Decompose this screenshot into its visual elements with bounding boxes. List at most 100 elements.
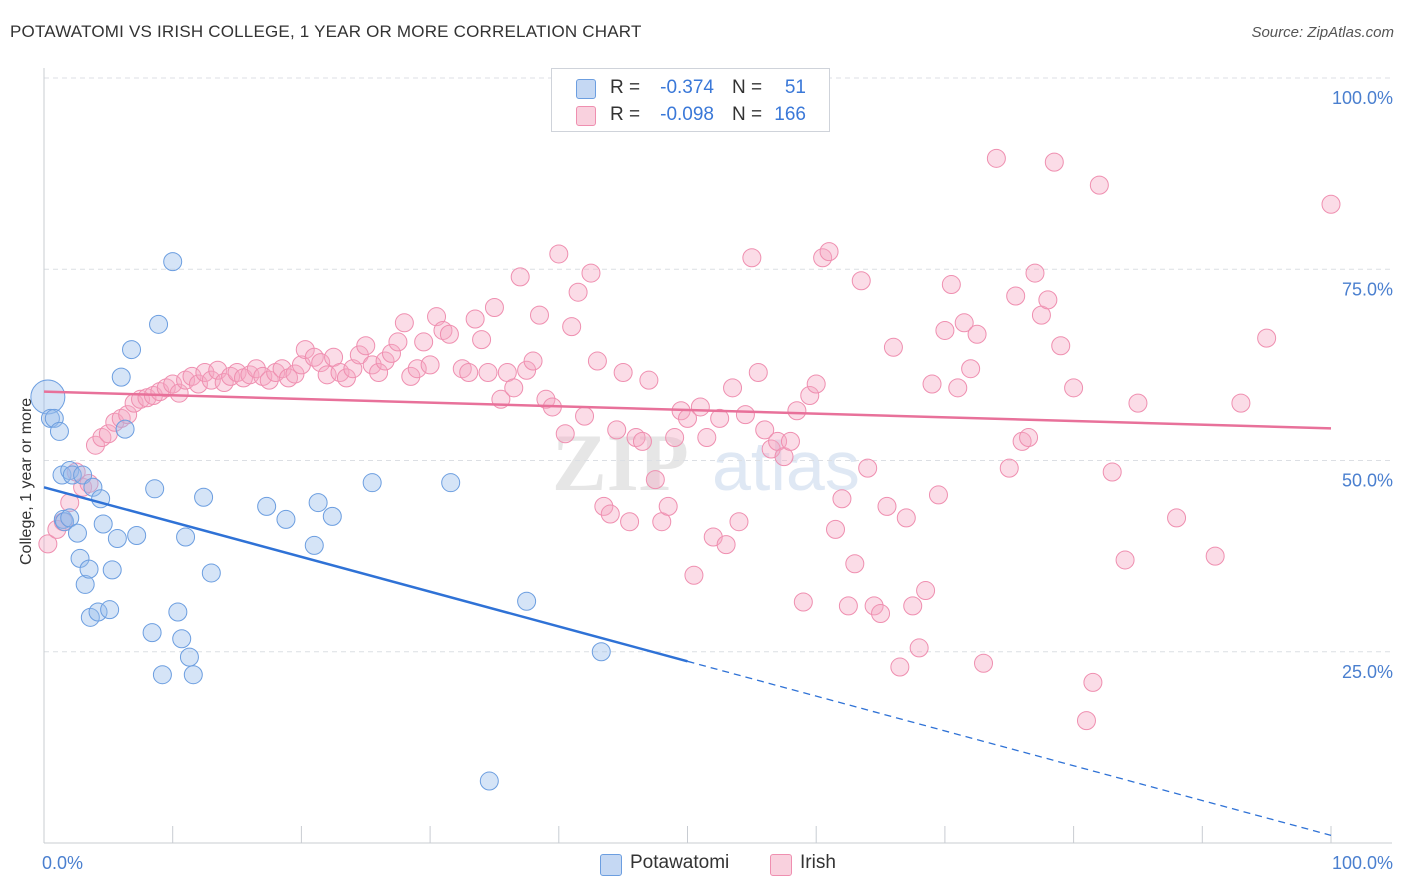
irish-point	[793, 592, 813, 612]
axes	[43, 68, 1392, 844]
irish-point	[1051, 336, 1071, 356]
irish-point	[684, 565, 704, 585]
potawatomi-point	[88, 602, 108, 622]
irish-point	[1038, 290, 1058, 310]
r-value: -0.098	[660, 104, 714, 125]
y-tick-label: 50.0%	[1342, 471, 1393, 491]
potawatomi-point	[75, 574, 95, 594]
irish-point	[716, 535, 736, 555]
irish-point	[568, 282, 588, 302]
n-label: N =	[732, 104, 763, 125]
irish-point	[961, 359, 981, 379]
irish-point	[890, 657, 910, 677]
potawatomi-point	[122, 340, 142, 360]
irish-point	[832, 489, 852, 509]
irish-point	[883, 337, 903, 357]
irish-point	[1205, 546, 1225, 566]
potawatomi-trend-extension	[687, 660, 1332, 836]
irish-point	[472, 330, 492, 350]
irish-point	[388, 332, 408, 352]
irish-point	[330, 363, 350, 383]
irish-point	[909, 638, 929, 658]
irish-point	[259, 370, 279, 390]
irish-point	[1102, 462, 1122, 482]
potawatomi-point	[276, 509, 296, 529]
potawatomi-point	[107, 529, 127, 549]
irish-point	[85, 435, 105, 455]
irish-point	[922, 374, 942, 394]
potawatomi-point	[172, 629, 192, 649]
irish-point	[517, 360, 537, 380]
irish-point	[38, 534, 58, 554]
irish-point	[555, 424, 575, 444]
irish-point	[1089, 175, 1109, 195]
x-tick-label-max: 100.0%	[1332, 853, 1393, 873]
watermark-atlas: atlas	[712, 427, 860, 505]
legend-swatch	[770, 854, 792, 876]
irish-point	[800, 385, 820, 405]
potawatomi-point	[62, 465, 82, 485]
potawatomi-point	[93, 514, 113, 534]
irish-point	[401, 366, 421, 386]
potawatomi-point	[111, 367, 131, 387]
potawatomi-point	[441, 473, 461, 493]
potawatomi-point	[517, 591, 537, 611]
irish-point	[838, 596, 858, 616]
legend-label: Potawatomi	[630, 852, 730, 873]
potawatomi-point	[100, 600, 120, 620]
chart-title: POTAWATOMI VS IRISH COLLEGE, 1 YEAR OR M…	[10, 22, 642, 41]
irish-point	[1231, 393, 1251, 413]
potawatomi-point	[79, 559, 99, 579]
potawatomi-point	[30, 379, 66, 415]
potawatomi-point	[362, 473, 382, 493]
potawatomi-point	[183, 665, 203, 685]
n-label: N =	[732, 77, 763, 98]
legend-row-potawatomi: R = -0.374 N = 51	[552, 74, 829, 102]
irish-point	[523, 351, 543, 371]
n-value: 51	[784, 77, 806, 98]
irish-point	[356, 336, 376, 356]
irish-point	[1064, 378, 1084, 398]
irish-point	[272, 359, 292, 379]
legend-swatch-irish	[576, 106, 596, 126]
irish-point	[967, 324, 987, 344]
irish-point	[536, 389, 556, 409]
irish-point	[394, 313, 414, 333]
irish-point	[465, 309, 485, 329]
irish-point	[484, 298, 504, 317]
legend-row-irish: R = -0.098 N = 166	[552, 101, 829, 129]
tick-labels: 25.0% 50.0% 75.0% 100.0% 0.0% 100.0%	[42, 88, 1393, 873]
r-label: R =	[610, 77, 641, 98]
potawatomi-point	[194, 487, 214, 507]
potawatomi-point	[179, 647, 199, 667]
irish-point	[858, 458, 878, 478]
irish-point	[414, 332, 434, 352]
irish-trend-line	[43, 390, 1332, 430]
potawatomi-point	[60, 508, 80, 528]
y-tick-label: 25.0%	[1342, 662, 1393, 682]
irish-point	[697, 428, 717, 448]
irish-point	[948, 378, 968, 398]
watermark-zip: ZIP	[552, 417, 689, 508]
potawatomi-point	[49, 421, 69, 441]
legend-swatch-potawatomi	[576, 79, 596, 99]
irish-point	[1083, 672, 1103, 692]
potawatomi-point	[168, 602, 188, 622]
irish-point	[787, 401, 807, 421]
potawatomi-point	[591, 642, 611, 662]
x-tick-label-min: 0.0%	[42, 853, 83, 873]
potawatomi-point	[83, 477, 103, 497]
potawatomi-point	[67, 523, 87, 543]
irish-point	[1044, 152, 1064, 172]
irish-point	[632, 431, 652, 451]
irish-point	[819, 242, 839, 262]
potawatomi-point	[322, 506, 342, 526]
irish-point	[690, 397, 710, 417]
irish-point	[864, 596, 884, 616]
irish-point	[381, 343, 401, 363]
potawatomi-point	[257, 496, 277, 516]
potawatomi-point	[145, 479, 165, 499]
irish-point	[941, 275, 961, 295]
potawatomi-point	[55, 512, 75, 532]
irish-point	[1257, 328, 1277, 348]
